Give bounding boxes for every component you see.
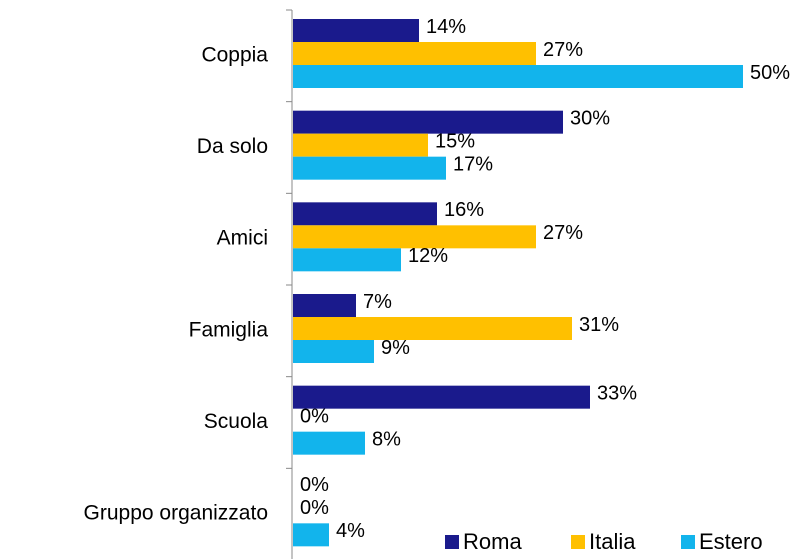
value-label: 9% <box>381 337 410 359</box>
value-label: 7% <box>363 291 392 313</box>
bar <box>293 202 437 226</box>
value-label: 8% <box>372 428 401 450</box>
value-label: 30% <box>570 107 610 129</box>
value-label: 27% <box>543 222 583 244</box>
value-label: 0% <box>300 474 329 496</box>
bar <box>293 317 572 340</box>
bar <box>293 110 563 134</box>
category-label: Famiglia <box>189 318 269 341</box>
bar <box>293 523 329 547</box>
bar <box>293 431 365 455</box>
value-label: 12% <box>408 245 448 267</box>
value-label: 14% <box>426 16 466 38</box>
legend-label: Italia <box>589 529 636 554</box>
bar <box>293 248 401 272</box>
bar <box>293 42 536 65</box>
category-label: Gruppo organizzato <box>84 502 268 525</box>
value-label: 27% <box>543 39 583 61</box>
value-label: 31% <box>579 314 619 336</box>
category-label: Scuola <box>204 410 269 433</box>
legend-label: Estero <box>699 529 763 554</box>
category-label: Da solo <box>197 135 268 158</box>
bar <box>293 340 374 363</box>
bar <box>293 65 743 88</box>
legend-swatch <box>445 535 459 549</box>
bar <box>293 156 446 180</box>
value-label: 16% <box>444 199 484 221</box>
value-label: 33% <box>597 382 637 404</box>
legend-swatch <box>571 535 585 549</box>
bar <box>293 385 590 409</box>
category-label: Amici <box>217 227 268 250</box>
value-label: 15% <box>435 130 475 152</box>
category-label: Coppia <box>201 43 268 66</box>
bar <box>293 294 356 317</box>
bar <box>293 225 536 249</box>
value-label: 17% <box>453 153 493 175</box>
value-label: 50% <box>750 62 790 84</box>
value-label: 0% <box>300 405 329 427</box>
bar <box>293 19 419 42</box>
legend-label: Roma <box>463 529 522 554</box>
value-label: 4% <box>336 520 365 542</box>
value-label: 0% <box>300 497 329 519</box>
legend-swatch <box>681 535 695 549</box>
bar <box>293 133 428 157</box>
